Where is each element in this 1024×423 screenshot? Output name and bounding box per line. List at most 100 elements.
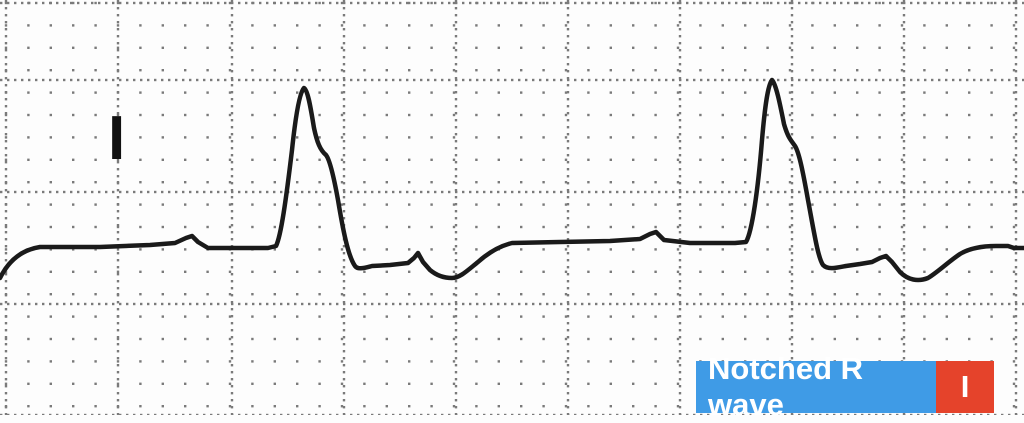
grid-dot	[342, 259, 346, 262]
grid-dot	[4, 329, 8, 332]
grid-dot	[654, 293, 657, 296]
grid-dot	[228, 203, 232, 206]
grid-dot	[574, 78, 577, 82]
grid-dot	[469, 302, 472, 306]
grid-dot	[566, 224, 570, 227]
grid-dot	[126, 302, 129, 306]
grid-dot	[27, 293, 30, 296]
grid-dot	[294, 190, 297, 194]
grid-dot	[296, 181, 299, 184]
grid-dot	[408, 91, 411, 94]
grid-dot	[788, 270, 792, 273]
grid-dot	[217, 78, 220, 82]
grid-dot	[230, 63, 234, 66]
grid-dot	[452, 203, 456, 206]
grid-dot	[903, 190, 906, 194]
grid-dot	[566, 392, 570, 395]
grid-dot	[161, 315, 164, 318]
grid-dot	[112, 78, 115, 82]
grid-dot	[230, 357, 234, 360]
grid-dot	[826, 302, 829, 306]
grid-dot	[1014, 84, 1018, 87]
grid-dot	[27, 91, 30, 94]
grid-dot	[847, 1, 850, 5]
grid-dot	[4, 0, 8, 3]
grid-dot	[280, 78, 283, 82]
grid-dot	[116, 315, 120, 318]
grid-dot	[790, 280, 794, 283]
grid-dot	[968, 158, 971, 161]
grid-dot	[504, 78, 507, 82]
grid-dot	[811, 181, 814, 184]
grid-dot	[184, 158, 187, 161]
grid-dot	[497, 315, 500, 318]
grid-dot	[94, 293, 97, 296]
grid-dot	[833, 413, 836, 415]
grid-dot	[678, 315, 682, 318]
grid-dot	[833, 270, 836, 273]
grid-dot	[161, 136, 164, 139]
grid-dot	[4, 113, 8, 117]
grid-dot	[4, 405, 8, 408]
grid-dot	[385, 413, 388, 415]
grid-dot	[363, 136, 366, 139]
grid-dot	[819, 190, 822, 194]
grid-dot	[363, 69, 366, 72]
grid-dot	[406, 1, 409, 5]
grid-dot	[184, 270, 187, 273]
grid-dot	[434, 413, 437, 415]
grid-dot	[301, 1, 304, 5]
grid-dot	[790, 336, 794, 339]
grid-dot	[644, 1, 647, 5]
grid-dot	[654, 1, 657, 5]
grid-dot	[609, 248, 612, 251]
grid-dot	[1012, 315, 1016, 318]
grid-dot	[230, 322, 234, 325]
grid-dot	[434, 302, 437, 306]
grid-dot	[217, 190, 220, 194]
grid-dot	[856, 248, 859, 251]
grid-dot	[566, 364, 570, 367]
grid-dot	[609, 24, 612, 27]
grid-dot	[139, 382, 142, 385]
grid-dot	[811, 91, 814, 94]
grid-dot	[4, 56, 8, 59]
grid-dot	[399, 413, 402, 415]
grid-dot	[990, 113, 993, 117]
grid-dot	[72, 24, 75, 27]
grid-dot	[602, 1, 605, 5]
grid-dot	[1014, 238, 1018, 241]
grid-dot	[296, 46, 299, 49]
grid-dot	[790, 77, 794, 80]
grid-dot	[902, 210, 906, 213]
grid-dot	[1014, 294, 1018, 297]
grid-dot	[497, 181, 500, 184]
grid-dot	[206, 24, 209, 27]
grid-dot	[902, 126, 906, 129]
grid-dot	[72, 360, 75, 363]
grid-dot	[546, 1, 549, 5]
grid-dot	[623, 302, 626, 306]
grid-dot	[990, 1, 993, 5]
grid-dot	[654, 225, 657, 229]
grid-dot	[994, 302, 997, 306]
grid-dot	[4, 181, 8, 184]
grid-dot	[408, 360, 411, 363]
grid-dot	[632, 225, 635, 229]
grid-dot	[878, 315, 881, 318]
grid-dot	[910, 302, 913, 306]
grid-dot	[902, 196, 906, 199]
grid-dot	[454, 301, 458, 304]
grid-dot	[574, 302, 577, 306]
grid-dot	[1014, 203, 1018, 206]
grid-dot	[699, 203, 702, 206]
grid-dot	[454, 308, 458, 311]
grid-dot	[184, 360, 187, 363]
grid-dot	[490, 78, 493, 82]
grid-dot	[230, 175, 234, 178]
grid-dot	[553, 190, 556, 194]
grid-dot	[94, 248, 97, 251]
grid-dot	[116, 28, 120, 31]
grid-dot	[924, 190, 927, 194]
grid-dot	[430, 69, 433, 72]
